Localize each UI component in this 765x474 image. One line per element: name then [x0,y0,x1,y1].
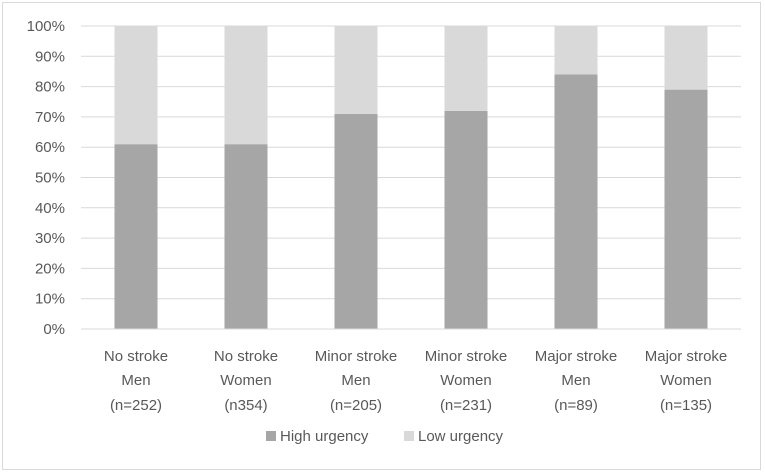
x-category-label: Women [440,372,491,389]
bar-low-urgency [334,26,378,114]
bar-high-urgency [554,74,598,329]
x-category-label: No stroke [104,348,168,365]
legend-swatch [404,431,414,441]
x-category-label: Women [220,372,271,389]
bar-low-urgency [224,26,268,145]
bar-low-urgency [554,26,598,75]
legend-label: Low urgency [418,428,504,445]
y-axis-ticks: 0% 10% 20% 30% 40% 50% 60% 70% 80% 90% 100% [27,18,65,338]
gridlines [81,25,741,300]
x-category-label: (n354) [224,397,267,414]
x-category-label: Men [561,372,590,389]
bar-high-urgency [664,89,708,329]
bar-high-urgency [114,144,158,329]
x-category-label: Minor stroke [425,348,508,365]
x-category-label: No stroke [214,348,278,365]
legend: High urgency Low urgency [266,428,504,445]
y-tick-label: 20% [35,260,65,277]
y-tick-label: 50% [35,170,65,187]
y-tick-label: 70% [35,109,65,126]
y-tick-label: 80% [35,79,65,96]
x-category-label: (n=231) [440,397,492,414]
bar-high-urgency [224,144,268,329]
y-tick-label: 10% [35,291,65,308]
legend-swatch [266,431,276,441]
bar-high-urgency [444,110,488,329]
x-category-label: (n=135) [660,397,712,414]
x-category-label: (n=89) [554,397,598,414]
x-category-label: Men [121,372,150,389]
y-tick-label: 40% [35,200,65,217]
legend-label: High urgency [280,428,369,445]
x-category-label: (n=205) [330,397,382,414]
x-category-label: Major stroke [535,348,618,365]
x-category-label: Men [341,372,370,389]
y-tick-label: 0% [43,321,65,338]
y-tick-label: 90% [35,48,65,65]
y-tick-label: 100% [27,18,65,35]
x-category-label: Minor stroke [315,348,398,365]
y-tick-label: 30% [35,230,65,247]
x-category-label: Major stroke [645,348,728,365]
bar-low-urgency [664,26,708,90]
bar-high-urgency [334,113,378,330]
y-tick-label: 60% [35,139,65,156]
bar-low-urgency [114,26,158,145]
bars [114,26,708,330]
x-category-label: Women [660,372,711,389]
bar-low-urgency [444,26,488,111]
x-axis-category-labels: No stroke Men (n=252) No stroke Women (n354) M… [104,348,727,414]
x-category-label: (n=252) [110,397,162,414]
